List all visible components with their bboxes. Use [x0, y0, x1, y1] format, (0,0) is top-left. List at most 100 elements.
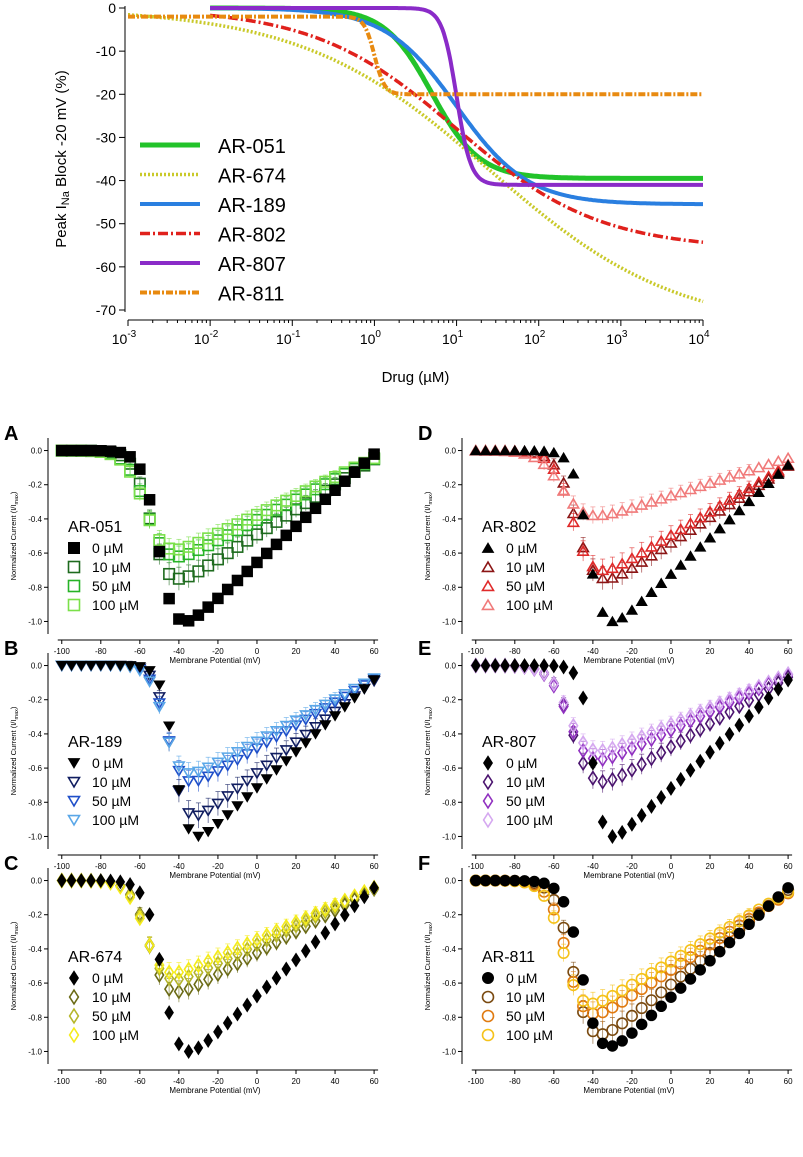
data-point: [470, 874, 482, 887]
data-point: [557, 921, 570, 934]
data-point: [222, 960, 233, 977]
data-point: [636, 756, 647, 773]
data-point: [654, 542, 668, 555]
data-point: [723, 513, 736, 525]
data-point: [143, 666, 156, 677]
data-point: [368, 448, 380, 460]
data-point: [694, 964, 707, 976]
data-point: [674, 530, 688, 542]
data-point: [193, 976, 204, 993]
data-point: [722, 493, 737, 505]
legend-label: 100 µM: [506, 597, 553, 613]
data-point: [114, 446, 127, 459]
data-point: [646, 731, 657, 748]
x-tick-label: -20: [212, 647, 224, 656]
legend-marker: [67, 598, 81, 612]
y-tick-label: -20: [96, 86, 116, 102]
data-point: [242, 935, 253, 952]
legend-label: AR-807: [218, 254, 286, 276]
data-point: [752, 486, 765, 498]
data-point: [479, 444, 492, 456]
series-100M: [469, 444, 795, 524]
data-point: [134, 910, 145, 927]
data-point: [269, 752, 284, 765]
y-tick-label: -0.4: [28, 730, 42, 739]
x-tick-label: 40: [745, 647, 754, 656]
data-point: [338, 691, 352, 703]
data-point: [675, 733, 686, 750]
legend-label: AR-811: [218, 284, 284, 306]
data-point: [348, 466, 361, 478]
data-point: [675, 711, 686, 729]
data-point: [212, 592, 224, 605]
data-point: [281, 961, 292, 977]
data-point: [576, 544, 590, 556]
x-tick-label: -100: [54, 647, 71, 656]
y-tick-label: -1.0: [442, 617, 456, 626]
data-point: [329, 896, 341, 913]
x-tick-label: 40: [745, 1077, 754, 1086]
data-point: [616, 1017, 629, 1030]
data-point: [606, 615, 619, 627]
data-point: [231, 540, 244, 553]
data-point: [84, 660, 98, 672]
data-point: [665, 722, 677, 739]
data-point: [211, 818, 225, 830]
data-point: [616, 984, 629, 997]
data-point: [469, 444, 482, 456]
y-tick-label: -0.2: [28, 481, 42, 490]
data-point: [566, 497, 581, 509]
data-point: [310, 934, 321, 950]
data-point: [289, 737, 303, 749]
data-point: [734, 686, 745, 703]
legend-marker: [481, 579, 495, 592]
data-point: [664, 489, 678, 501]
data-point: [625, 561, 639, 574]
data-point: [732, 467, 746, 479]
data-point: [270, 765, 283, 776]
data-point: [713, 499, 727, 511]
data-point: [568, 665, 579, 681]
data-point: [665, 716, 677, 733]
data-point: [281, 928, 292, 946]
data-point: [693, 511, 707, 523]
data-point: [636, 728, 647, 745]
data-point: [241, 792, 254, 803]
panel-label: B: [4, 638, 18, 660]
data-point: [557, 896, 570, 908]
data-point: [772, 468, 785, 479]
data-point: [193, 957, 204, 974]
data-point: [587, 1017, 599, 1029]
data-point: [568, 717, 579, 734]
data-point: [203, 971, 214, 988]
iv-panel-e: 0.0 -0.2 -0.4 -0.6 -0.8 -1.0 -100 -80 -60 -40 -20 0…: [418, 638, 794, 880]
x-tick-label: -80: [509, 862, 521, 871]
legend-label: 10 µM: [506, 774, 545, 790]
data-point: [202, 559, 215, 572]
data-point: [722, 470, 737, 482]
x-tick-label: -100: [54, 862, 71, 871]
legend-marker: [483, 755, 493, 771]
x-tick-label: -20: [626, 862, 638, 871]
legend-marker: [482, 811, 494, 829]
data-point: [587, 770, 599, 787]
data-point: [694, 938, 707, 951]
data-point: [703, 932, 717, 945]
data-point: [242, 950, 253, 967]
legend-label: 50 µM: [92, 793, 131, 809]
data-point: [626, 761, 638, 778]
data-point: [763, 690, 774, 706]
data-point: [173, 983, 185, 1000]
data-point: [123, 661, 137, 672]
legend-marker: [482, 972, 494, 984]
data-point: [183, 980, 194, 997]
data-point: [124, 451, 136, 463]
data-point: [743, 692, 755, 709]
series-0M: [470, 658, 793, 844]
y-tick-label: -0.6: [442, 979, 456, 988]
data-point: [693, 517, 707, 529]
y-axis-title: Peak INa Block -20 mV (%): [53, 70, 72, 247]
data-point: [558, 694, 569, 711]
data-point: [635, 498, 649, 510]
